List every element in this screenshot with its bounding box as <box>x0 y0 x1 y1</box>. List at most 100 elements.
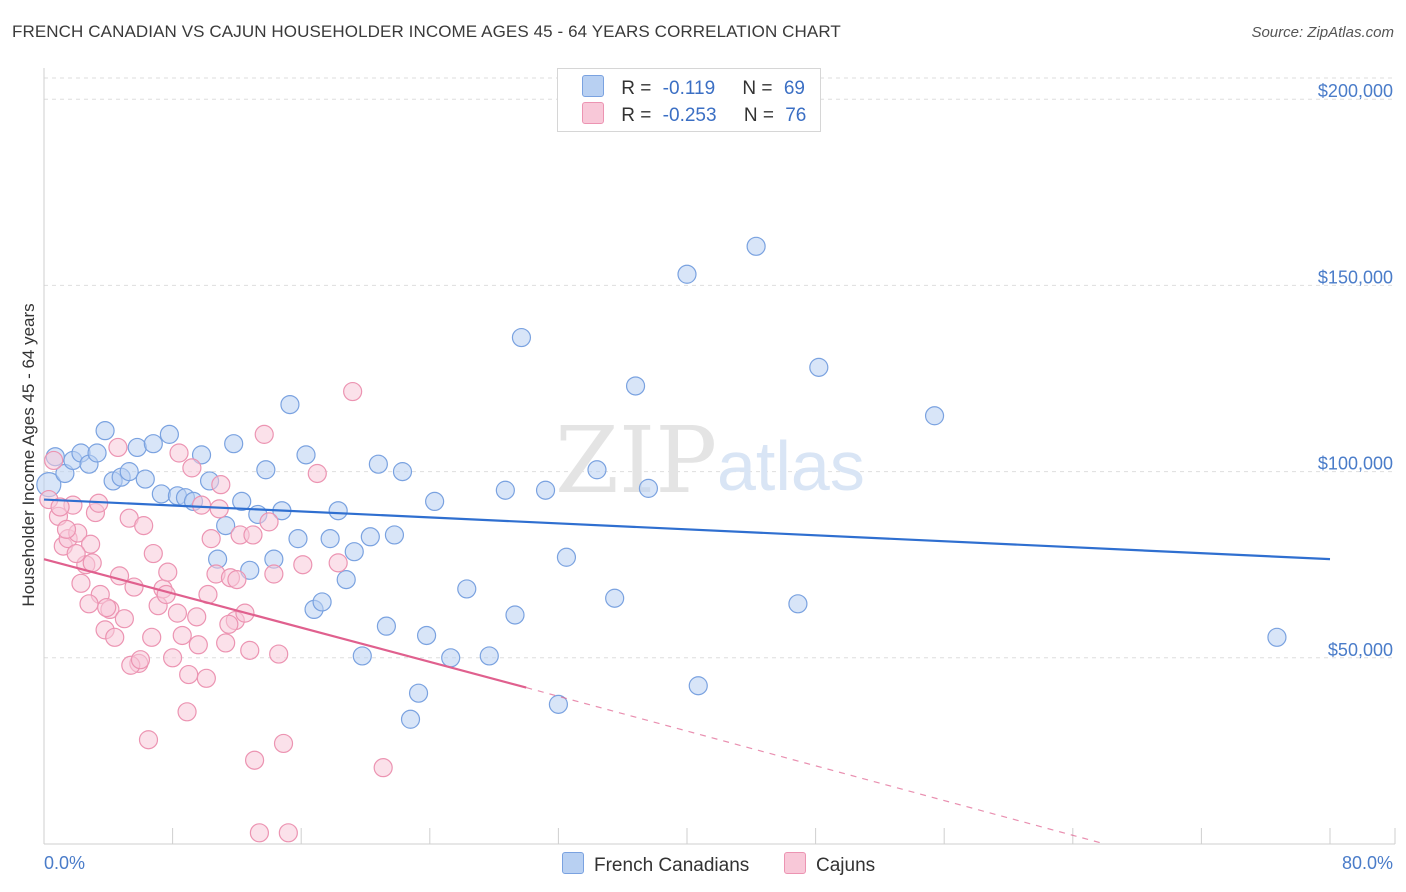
point-french-canadians <box>677 264 697 284</box>
point-cajuns <box>56 519 77 539</box>
point-french-canadians <box>638 478 659 498</box>
point-french-canadians <box>457 579 477 599</box>
legend-r-value: -0.119 <box>662 78 716 99</box>
y-axis-title: Householder Income Ages 45 - 64 years <box>19 303 38 606</box>
point-french-canadians <box>746 236 766 256</box>
y-tick-label: $150,000 <box>1318 267 1393 287</box>
point-french-canadians <box>256 460 276 480</box>
point-french-canadians <box>312 592 332 612</box>
legend-n-value: 69 <box>783 78 805 99</box>
point-cajuns <box>328 553 348 573</box>
stats-legend: R = -0.119 N = 69 R = -0.253 N = 76 <box>557 68 821 132</box>
point-french-canadians <box>336 570 356 590</box>
legend-swatch-cajuns <box>582 102 604 124</box>
legend-swatch-french-canadians <box>582 75 604 97</box>
point-french-canadians <box>505 605 525 625</box>
point-french-canadians <box>587 460 607 480</box>
legend-row-cajuns: R = -0.253 N = 76 <box>582 102 806 126</box>
x-tick-label-min: 0.0% <box>44 853 85 873</box>
x-tick-label-max: 80.0% <box>1342 853 1393 873</box>
bottom-legend-label-french-canadians: French Canadians <box>594 855 750 876</box>
point-cajuns <box>134 516 154 536</box>
point-french-canadians <box>135 469 155 489</box>
point-cajuns <box>138 730 159 750</box>
point-french-canadians <box>924 406 945 426</box>
point-french-canadians <box>344 542 364 562</box>
point-cajuns <box>240 640 260 660</box>
bottom-legend-french-canadians: French Canadians <box>562 852 749 877</box>
point-cajuns <box>243 525 263 545</box>
point-cajuns <box>264 564 284 584</box>
point-french-canadians <box>288 529 308 549</box>
point-cajuns <box>373 758 393 778</box>
point-french-canadians <box>232 491 252 512</box>
point-cajuns <box>177 702 197 722</box>
bottom-legend-swatch-cajuns <box>784 852 806 874</box>
point-french-canadians <box>119 462 139 482</box>
point-cajuns <box>307 463 327 484</box>
point-french-canadians <box>625 376 646 396</box>
legend-r-label: R = <box>621 78 652 99</box>
point-cajuns <box>227 570 247 590</box>
point-french-canadians <box>296 445 316 465</box>
point-french-canadians <box>87 443 107 463</box>
legend-n-value: 76 <box>785 105 807 126</box>
point-french-canadians <box>605 588 625 608</box>
point-cajuns <box>156 584 176 605</box>
point-cajuns <box>278 823 298 843</box>
point-cajuns <box>172 625 192 646</box>
point-cajuns <box>66 543 86 564</box>
point-french-canadians <box>495 480 515 500</box>
bottom-legend-label-cajuns: Cajuns <box>816 855 876 876</box>
point-french-canadians <box>191 445 212 465</box>
point-cajuns <box>50 497 70 517</box>
point-french-canadians <box>416 625 437 646</box>
point-french-canadians <box>127 437 147 458</box>
point-french-canadians <box>240 560 260 580</box>
legend-n-label: N = <box>742 78 773 99</box>
point-cajuns <box>219 614 239 634</box>
point-french-canadians <box>688 676 708 696</box>
watermark-atlas: atlas <box>717 427 865 505</box>
point-french-canadians <box>159 424 179 444</box>
point-french-canadians <box>425 491 445 512</box>
y-tick-label: $100,000 <box>1318 454 1393 474</box>
point-cajuns <box>196 668 216 688</box>
point-french-canadians <box>384 525 405 545</box>
trend-extension-cajuns <box>526 687 1106 845</box>
point-cajuns <box>130 650 151 670</box>
axes <box>43 68 1396 845</box>
point-cajuns <box>201 529 221 549</box>
point-cajuns <box>273 733 294 754</box>
trend-line-cajuns <box>43 558 527 689</box>
watermark: ZIP atlas <box>555 407 865 514</box>
point-french-canadians <box>809 357 829 377</box>
bottom-legend-swatch-french-canadians <box>562 852 584 874</box>
point-cajuns <box>142 627 162 647</box>
point-french-canadians <box>151 484 171 504</box>
legend-n-label: N = <box>743 105 774 126</box>
y-tick-label: $200,000 <box>1318 81 1393 101</box>
legend-r-label: R = <box>621 105 652 126</box>
point-cajuns <box>216 633 236 653</box>
point-french-canadians <box>548 694 569 714</box>
point-cajuns <box>108 437 128 458</box>
point-cajuns <box>44 450 64 471</box>
data-points <box>36 236 1287 843</box>
point-cajuns <box>179 664 199 685</box>
watermark-zip: ZIP <box>555 407 717 514</box>
point-french-canadians <box>441 648 461 668</box>
point-cajuns <box>293 555 313 575</box>
point-cajuns <box>182 458 202 478</box>
point-cajuns <box>188 635 208 655</box>
point-french-canadians <box>224 434 244 454</box>
point-french-canadians <box>352 646 372 666</box>
point-french-canadians <box>368 454 388 474</box>
legend-row-french-canadians: R = -0.119 N = 69 <box>582 75 805 99</box>
point-cajuns <box>71 573 91 593</box>
point-french-canadians <box>360 527 380 547</box>
point-french-canadians <box>556 547 577 567</box>
point-cajuns <box>82 553 102 573</box>
source-label: Source: ZipAtlas.com <box>1251 24 1394 41</box>
